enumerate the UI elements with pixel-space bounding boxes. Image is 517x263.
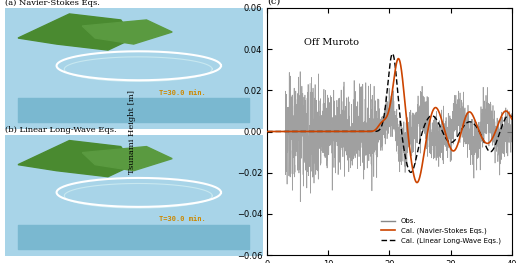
Text: (b) Linear Long-Wave Eqs.: (b) Linear Long-Wave Eqs.	[5, 126, 117, 134]
Polygon shape	[18, 140, 133, 177]
Text: T=30.0 min.: T=30.0 min.	[159, 216, 206, 222]
Polygon shape	[18, 14, 133, 50]
Text: (c): (c)	[267, 0, 280, 6]
Text: Off Muroto: Off Muroto	[304, 38, 359, 47]
Polygon shape	[82, 20, 172, 44]
Text: T=30.0 min.: T=30.0 min.	[159, 90, 206, 96]
Legend: Obs., Cal. (Navier-Stokes Eqs.), Cal. (Linear Long-Wave Eqs.): Obs., Cal. (Navier-Stokes Eqs.), Cal. (L…	[378, 215, 504, 247]
Text: Tsunami Height [m]: Tsunami Height [m]	[128, 89, 136, 174]
Polygon shape	[82, 146, 172, 171]
Text: (a) Navier-Stokes Eqs.: (a) Navier-Stokes Eqs.	[5, 0, 100, 7]
